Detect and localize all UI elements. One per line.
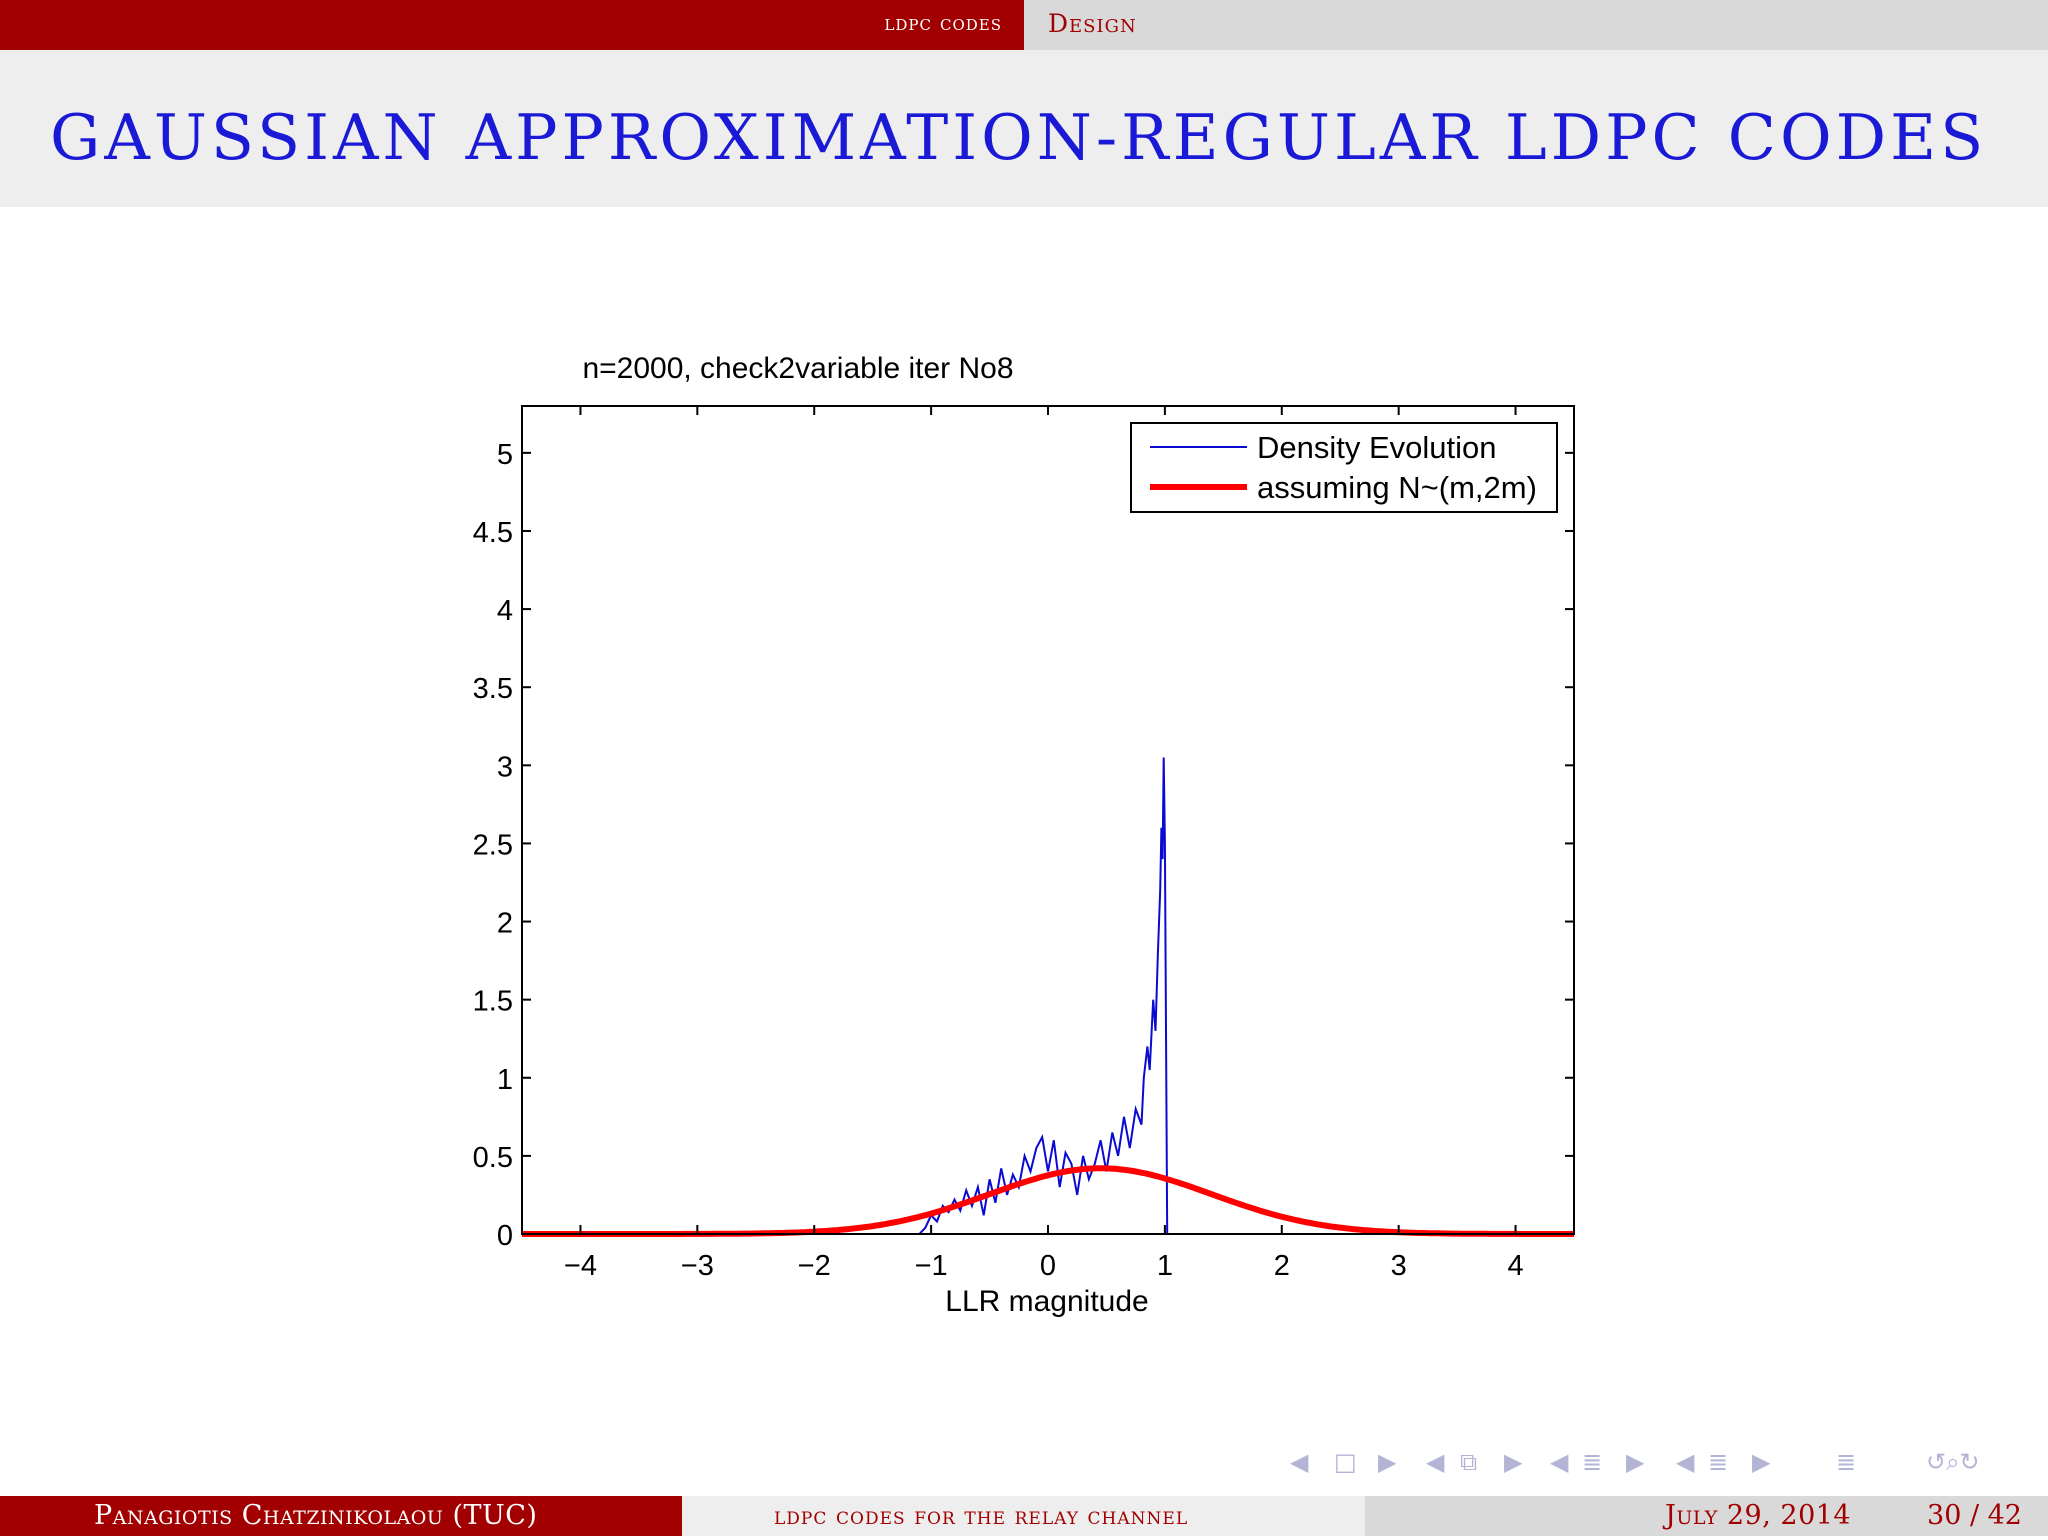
x-tick-label: −3 [681, 1250, 714, 1282]
next-subsection-icon[interactable]: ▶ [1504, 1448, 1523, 1476]
part-icon[interactable]: ≣ [1708, 1448, 1729, 1476]
y-tick-label: 2 [497, 908, 513, 940]
footer-date: July 29, 2014 [1665, 1500, 1852, 1531]
x-tick-label: 0 [1040, 1250, 1056, 1282]
chart-title: n=2000, check2variable iter No8 [582, 352, 1013, 385]
prev-frame-icon[interactable]: ◀ [1290, 1448, 1309, 1476]
x-tick-label: 3 [1391, 1250, 1407, 1282]
next-section-icon[interactable]: ▶ [1626, 1448, 1645, 1476]
ticks-layer: −4 −3 −2 −1 0 1 2 3 4 0 0.5 1 1.5 2 2.5 3 3.5 4 4.5 5 [473, 406, 1574, 1282]
beamer-headline: ldpc codes Design [0, 0, 2048, 50]
footer-page-number: 30 / 42 [1927, 1500, 2022, 1531]
subsection-icon[interactable]: ⧉ [1460, 1448, 1478, 1476]
prev-part-icon[interactable]: ◀ [1676, 1448, 1695, 1476]
section-icon[interactable]: ≣ [1582, 1448, 1603, 1476]
footer-author-area: Panagiotis Chatzinikolaou (TUC) [0, 1496, 682, 1536]
document-icon[interactable]: ≣ [1836, 1448, 1857, 1476]
series-layer [522, 757, 1574, 1237]
beamer-footline: Panagiotis Chatzinikolaou (TUC) ldpc cod… [0, 1496, 2048, 1536]
y-tick-label: 1 [497, 1064, 513, 1096]
series-density-evolution [522, 757, 1574, 1235]
footer-author: Panagiotis Chatzinikolaou (TUC) [94, 1500, 538, 1531]
search-back-forward-icon[interactable]: ↺⌕↻ [1926, 1448, 1980, 1476]
frame-icon[interactable]: □ [1334, 1448, 1357, 1476]
series-gaussian-approximation [522, 1165, 1574, 1237]
x-tick-label: −2 [798, 1250, 831, 1282]
y-tick-label: 3.5 [473, 673, 513, 705]
legend-label-density-evolution: Density Evolution [1257, 430, 1497, 465]
x-axis-label: LLR magnitude [945, 1285, 1148, 1318]
x-tick-label: −4 [564, 1250, 597, 1282]
y-tick-label: 0.5 [473, 1142, 513, 1174]
headline-section-link[interactable]: ldpc codes [884, 11, 1002, 36]
prev-section-icon[interactable]: ◀ [1550, 1448, 1569, 1476]
x-tick-label: 1 [1157, 1250, 1173, 1282]
footer-title-area: ldpc codes for the relay channel [682, 1496, 1365, 1536]
y-tick-label: 4.5 [473, 517, 513, 549]
y-tick-label: 2.5 [473, 829, 513, 861]
frame-title: GAUSSIAN APPROXIMATION-REGULAR LDPC CODE… [50, 101, 1988, 174]
footer-short-title: ldpc codes for the relay channel [774, 1502, 1189, 1530]
headline-subsection-area: Design [1024, 0, 2048, 50]
legend-label-gaussian: assuming N~(m,2m) [1257, 470, 1537, 505]
next-part-icon[interactable]: ▶ [1752, 1448, 1771, 1476]
frame-title-bar: GAUSSIAN APPROXIMATION-REGULAR LDPC CODE… [0, 50, 2048, 207]
y-tick-label: 4 [497, 595, 513, 627]
next-frame-icon[interactable]: ▶ [1378, 1448, 1397, 1476]
legend-box [1130, 422, 1558, 513]
prev-subsection-icon[interactable]: ◀ [1426, 1448, 1445, 1476]
headline-subsection-link[interactable]: Design [1048, 9, 1137, 38]
y-tick-label: 0 [497, 1220, 513, 1252]
y-tick-label: 3 [497, 751, 513, 783]
x-tick-label: 4 [1507, 1250, 1523, 1282]
footer-date-area: July 29, 2014 30 / 42 [1365, 1496, 2048, 1536]
x-tick-label: −1 [915, 1250, 948, 1282]
plot-frame [521, 405, 1575, 1235]
headline-section-area: ldpc codes [0, 0, 1024, 50]
x-tick-label: 2 [1274, 1250, 1290, 1282]
navigation-symbols: ◀ □ ▶ ◀ ⧉ ▶ ◀ ≣ ▶ ◀ ≣ ▶ ≣ ↺⌕↻ [1290, 1448, 2040, 1484]
legend: Density Evolution assuming N~(m,2m) [1130, 422, 1558, 513]
y-tick-label: 5 [497, 439, 513, 471]
y-tick-label: 1.5 [473, 986, 513, 1018]
